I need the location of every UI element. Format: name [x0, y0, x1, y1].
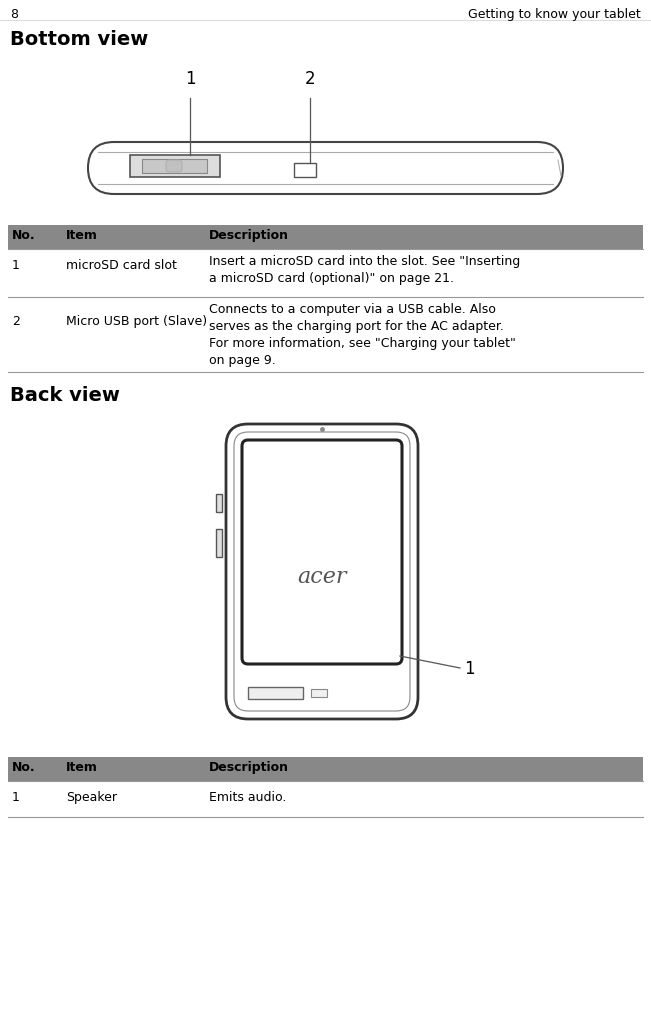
Text: Micro USB port (Slave): Micro USB port (Slave) — [66, 315, 207, 328]
Text: 1: 1 — [464, 660, 475, 678]
Text: Getting to know your tablet: Getting to know your tablet — [468, 8, 641, 21]
FancyBboxPatch shape — [166, 160, 182, 172]
Text: acer: acer — [298, 566, 347, 588]
Text: 1: 1 — [185, 70, 195, 88]
Bar — [294, 163, 316, 177]
FancyBboxPatch shape — [234, 432, 410, 711]
Bar — [8, 225, 643, 249]
FancyBboxPatch shape — [242, 440, 402, 664]
Text: No.: No. — [12, 229, 36, 242]
Text: Speaker: Speaker — [66, 791, 117, 804]
Text: Emits audio.: Emits audio. — [209, 791, 286, 804]
Text: Back view: Back view — [10, 386, 120, 405]
Text: 1: 1 — [12, 791, 20, 804]
FancyBboxPatch shape — [226, 424, 418, 719]
Bar — [311, 689, 327, 697]
Bar — [216, 529, 222, 557]
Bar — [142, 158, 207, 173]
Text: 2: 2 — [12, 315, 20, 328]
Bar — [248, 687, 303, 699]
Text: Description: Description — [209, 229, 289, 242]
Text: 2: 2 — [305, 70, 315, 88]
Text: Description: Description — [209, 761, 289, 774]
Text: Connects to a computer via a USB cable. Also
serves as the charging port for the: Connects to a computer via a USB cable. … — [209, 303, 516, 367]
Text: Bottom view: Bottom view — [10, 30, 148, 49]
Bar — [216, 494, 222, 512]
Bar — [130, 155, 220, 177]
Text: Insert a microSD card into the slot. See "Inserting
a microSD card (optional)" o: Insert a microSD card into the slot. See… — [209, 255, 520, 285]
Text: No.: No. — [12, 761, 36, 774]
Text: 8: 8 — [10, 8, 18, 21]
Text: Item: Item — [66, 761, 98, 774]
FancyBboxPatch shape — [88, 142, 563, 194]
Text: microSD card slot: microSD card slot — [66, 259, 177, 272]
Text: Item: Item — [66, 229, 98, 242]
Bar — [8, 757, 643, 781]
Text: 1: 1 — [12, 259, 20, 272]
